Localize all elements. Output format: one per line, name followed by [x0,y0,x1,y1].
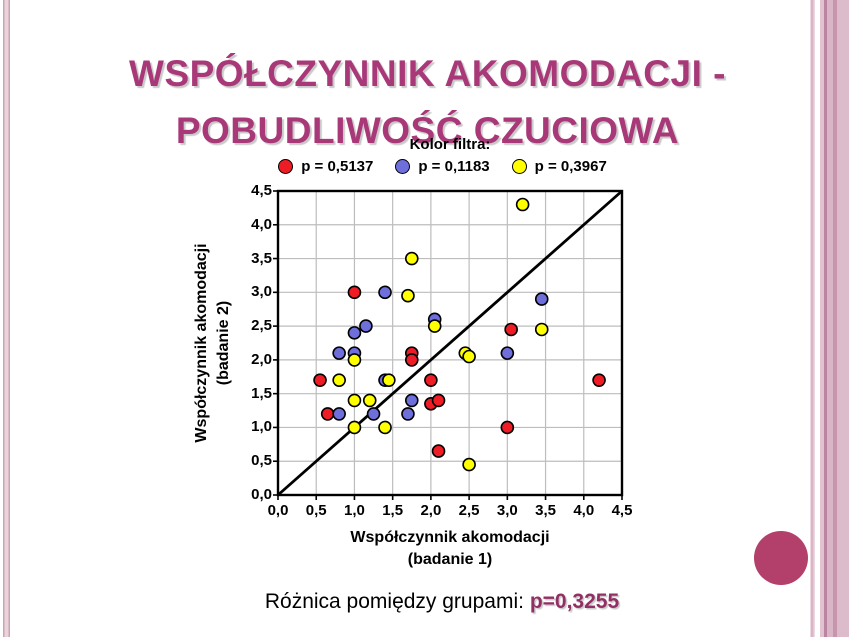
accent-circle [754,531,808,585]
x-tick-label: 0,0 [267,502,289,519]
data-point-yellow [427,319,442,333]
data-point-red [404,353,419,367]
data-point-blue [332,346,346,360]
x-tick-label: 3,0 [496,502,518,519]
blue-dot-icon [395,159,411,174]
data-point-yellow [332,373,346,387]
data-point-yellow [404,251,419,266]
data-point-red [320,407,335,421]
data-point-yellow [515,197,530,212]
y-tick-label: 4,5 [251,182,272,199]
data-point-yellow [378,420,392,435]
x-tick-label: 1,0 [344,502,365,519]
x-axis-label: Współczynnik akomodacji (badanie 1) [350,529,550,568]
legend-item-red: p = 0,5137 [278,158,373,175]
data-point-red [431,393,446,408]
scatter-plot [273,189,624,500]
data-point-red [313,373,327,387]
data-point-yellow [534,322,549,337]
y-tick-label: 2,5 [251,317,272,335]
y-tick-label: 1,5 [251,384,272,402]
data-point-blue [359,319,373,333]
data-point-blue [500,346,515,360]
data-point-blue [378,285,392,300]
data-point-blue [401,407,415,421]
data-point-red [504,322,518,337]
data-point-blue [332,407,346,421]
legend-title: Kolor filtra: [409,136,491,153]
footer-annotation: Różnica pomiędzy grupami: p=0,3255 [40,590,844,614]
red-dot-icon [278,159,294,174]
x-tick-label: 2,5 [458,502,480,519]
legend-item-yellow: p = 0,3967 [511,158,607,175]
data-point-yellow [382,373,396,387]
data-point-blue [347,326,362,340]
data-point-blue [534,292,549,306]
data-point-red [424,373,438,387]
data-point-red [500,420,515,435]
data-point-yellow [347,393,362,408]
y-axis-label: Współczynnik akomodacji (badanie 2) [193,243,232,443]
x-tick-label: 3,5 [535,502,556,519]
right-border-thin-stripe [810,0,815,637]
footer-text: Różnica pomiędzy grupami: [264,590,524,613]
data-point-yellow [362,393,377,408]
y-tick-label: 0,0 [251,486,272,503]
y-tick-label: 1,0 [251,418,272,436]
data-point-blue [366,407,381,421]
data-point-yellow [347,353,362,367]
y-tick-label: 4,0 [251,215,272,233]
y-tick-label: 2,0 [251,350,272,368]
data-point-red [592,373,606,387]
data-point-yellow [347,420,362,435]
x-tick-label: 4,5 [611,502,633,519]
left-border-stripe [3,0,10,637]
yellow-dot-icon [511,159,527,174]
x-tick-label: 4,0 [573,502,595,519]
data-point-yellow [462,349,476,364]
legend-label: p = 0,3967 [534,158,607,175]
x-tick-label: 1,5 [382,502,404,519]
chart-legend: p = 0,5137 p = 0,1183 p = 0,3967 [160,158,725,175]
y-tick-label: 0,5 [251,452,272,470]
data-point-yellow [401,288,415,303]
data-point-yellow [462,457,476,472]
data-point-blue [404,393,419,408]
data-point-red [347,285,362,300]
data-point-red [431,444,446,458]
x-tick-label: 0,5 [305,502,327,519]
slide-title: WSPÓŁCZYNNIK AKOMODACJI - POBUDLIWOŚĆ CZ… [129,52,726,151]
legend-label: p = 0,1183 [418,158,490,175]
legend-item-blue: p = 0,1183 [395,158,490,175]
x-tick-label: 2,0 [420,502,442,519]
right-border-band [820,0,849,637]
y-tick-label: 3,5 [251,249,272,267]
y-tick-label: 3,0 [251,283,272,301]
footer-pvalue: p=0,3255 [529,590,620,613]
legend-label: p = 0,5137 [301,158,374,175]
